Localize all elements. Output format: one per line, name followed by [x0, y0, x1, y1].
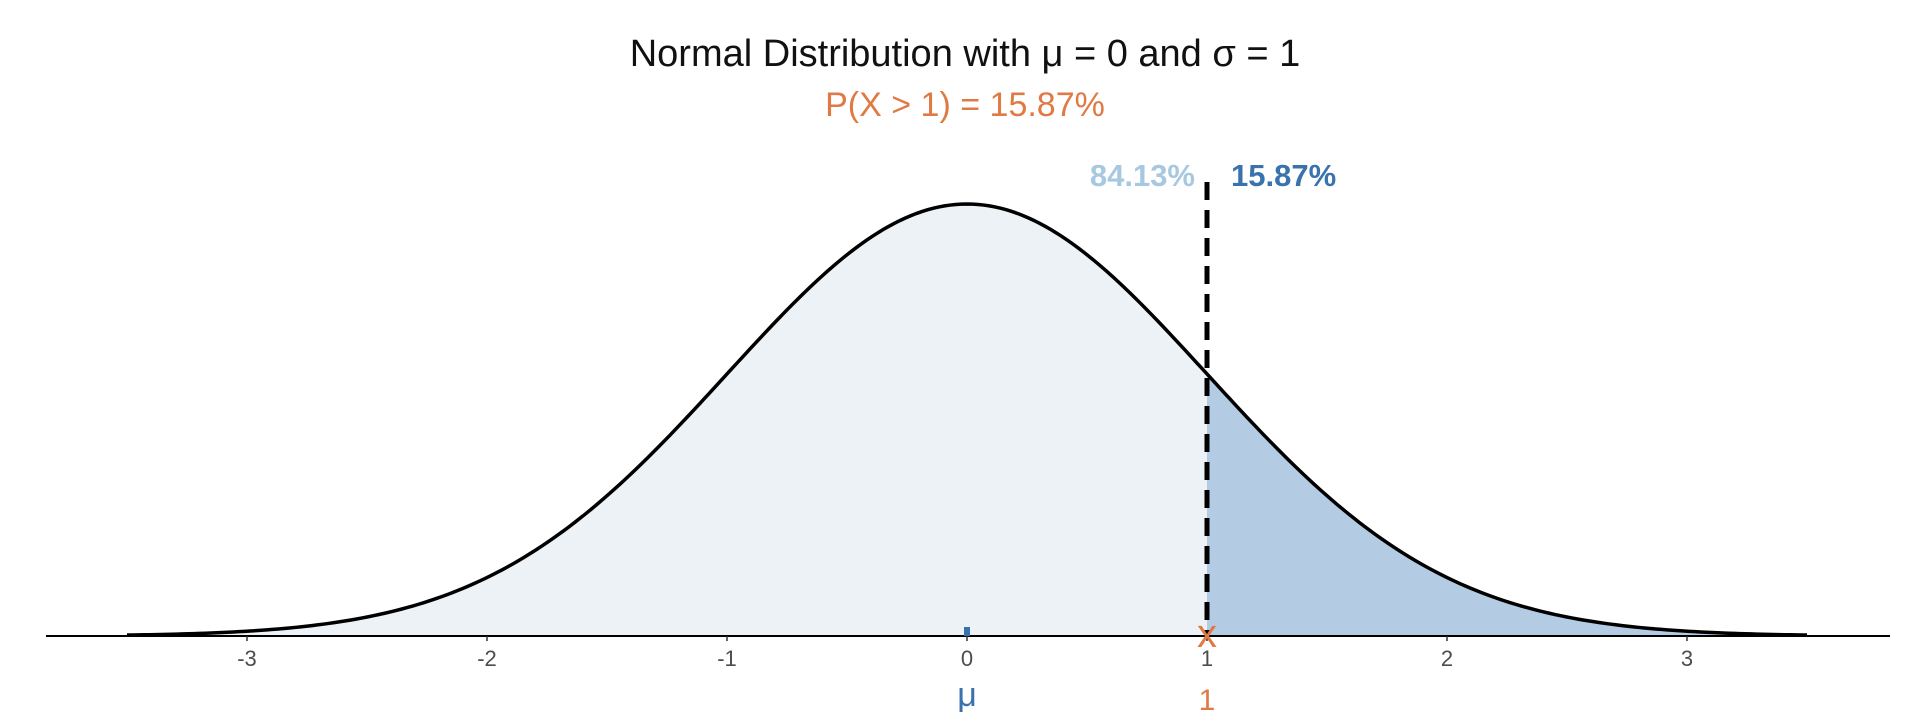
x-tick-label: 2 — [1441, 646, 1453, 671]
right-region-area — [1207, 373, 1807, 636]
density-curve-group — [126, 182, 1808, 637]
markers: x — [964, 612, 1217, 656]
chart-subtitle: P(X > 1) = 15.87% — [825, 86, 1105, 124]
cutoff-marker-label: 1 — [1199, 684, 1216, 712]
mean-tick-marker — [964, 627, 970, 636]
x-tick-label: 0 — [961, 646, 973, 671]
x-tick-label: 3 — [1681, 646, 1693, 671]
x-tick-label: -1 — [717, 646, 737, 671]
mean-marker-label: μ — [957, 676, 977, 712]
shaded-regions — [127, 204, 1807, 636]
right-area-percent-label: 15.87% — [1231, 158, 1336, 193]
left-region-area — [127, 204, 1207, 636]
x-tick-label: -2 — [477, 646, 497, 671]
x-tick-label: 1 — [1201, 646, 1213, 671]
x-axis-ticks: -3 -2 -1 0 1 2 3 — [237, 636, 1693, 671]
density-curve — [126, 202, 1808, 637]
x-tick-label: -3 — [237, 646, 257, 671]
left-area-percent-label: 84.13% — [1090, 158, 1195, 193]
chart-title: Normal Distribution with μ = 0 and σ = 1 — [630, 33, 1301, 75]
cutoff-x-marker: x — [1197, 612, 1217, 656]
